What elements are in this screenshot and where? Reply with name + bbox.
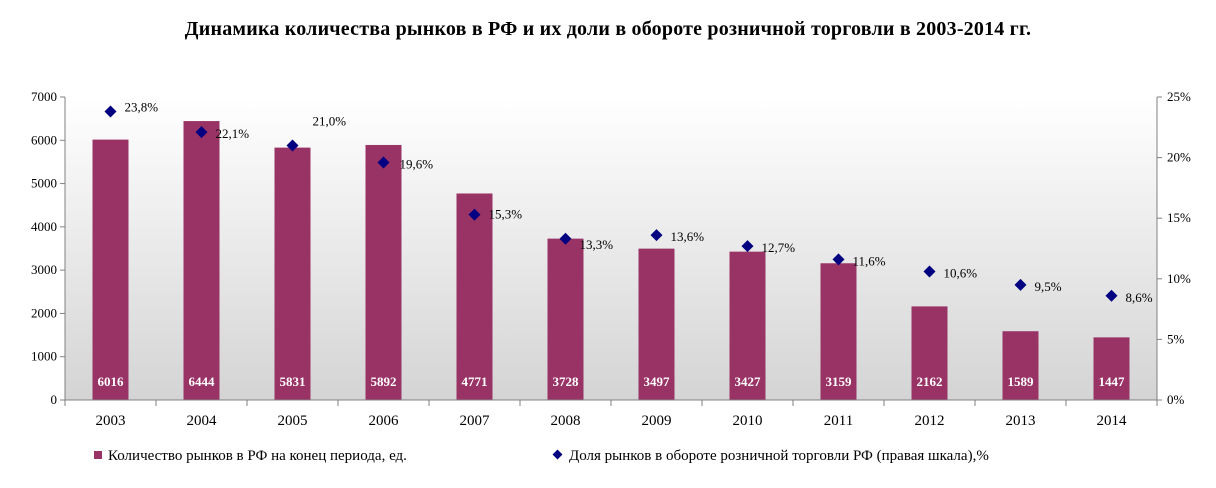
point-value-label: 11,6% bbox=[853, 253, 886, 268]
bar bbox=[547, 238, 584, 400]
x-tick-label: 2005 bbox=[278, 413, 308, 429]
point-marker bbox=[741, 240, 754, 253]
x-tick-label: 2014 bbox=[1097, 413, 1128, 429]
point-marker bbox=[195, 126, 208, 139]
y-right-tick-label: 10% bbox=[1167, 271, 1191, 286]
point-marker bbox=[832, 253, 845, 266]
legend-diamond-swatch bbox=[552, 449, 563, 460]
legend-bar-label: Количество рынков в РФ на конец периода,… bbox=[108, 448, 407, 464]
chart-title: Динамика количества рынков в РФ и их дол… bbox=[184, 18, 1032, 40]
bar bbox=[92, 139, 129, 400]
legend-bar-swatch bbox=[94, 451, 102, 459]
point-marker bbox=[286, 139, 299, 152]
y-left-tick-label: 7000 bbox=[31, 89, 57, 104]
legend-points-label: Доля рынков в обороте розничной торговли… bbox=[569, 448, 989, 464]
y-left-tick-label: 5000 bbox=[31, 176, 57, 191]
y-right-tick-label: 20% bbox=[1167, 150, 1191, 165]
bar bbox=[1002, 331, 1039, 400]
point-value-label: 8,6% bbox=[1126, 290, 1153, 305]
x-tick-label: 2006 bbox=[369, 413, 400, 429]
legend-item-points: Доля рынков в обороте розничной торговли… bbox=[552, 448, 989, 465]
point-value-label: 13,3% bbox=[580, 237, 614, 252]
bar bbox=[1093, 337, 1130, 400]
bar bbox=[820, 263, 857, 400]
y-left-tick-label: 2000 bbox=[31, 305, 57, 320]
bar bbox=[911, 306, 948, 400]
y-right-tick-label: 15% bbox=[1167, 210, 1191, 225]
bar-value-label: 3427 bbox=[735, 374, 762, 389]
x-tick-label: 2003 bbox=[96, 413, 126, 429]
x-tick-label: 2012 bbox=[915, 413, 945, 429]
point-value-label: 19,6% bbox=[400, 156, 434, 171]
point-value-label: 12,7% bbox=[762, 240, 796, 255]
x-tick-label: 2008 bbox=[551, 413, 581, 429]
y-left-tick-label: 6000 bbox=[31, 132, 57, 147]
bar-value-label: 5892 bbox=[371, 374, 397, 389]
bar bbox=[456, 193, 493, 400]
point-marker bbox=[650, 229, 663, 242]
point-marker bbox=[1105, 289, 1118, 302]
bar-value-label: 6444 bbox=[189, 374, 216, 389]
y-right-tick-label: 0% bbox=[1167, 392, 1185, 407]
point-marker bbox=[559, 232, 572, 245]
point-value-label: 22,1% bbox=[216, 126, 250, 141]
point-value-label: 13,6% bbox=[671, 229, 705, 244]
plot-background bbox=[65, 97, 1157, 400]
bar-value-label: 3497 bbox=[644, 374, 671, 389]
x-tick-label: 2007 bbox=[460, 413, 491, 429]
point-value-label: 10,6% bbox=[944, 266, 978, 281]
bar bbox=[365, 144, 402, 400]
x-tick-label: 2009 bbox=[642, 413, 672, 429]
bar-value-label: 6016 bbox=[98, 374, 125, 389]
bar-value-label: 2162 bbox=[917, 374, 943, 389]
y-left-tick-label: 4000 bbox=[31, 219, 57, 234]
point-marker bbox=[1014, 278, 1027, 291]
point-value-label: 21,0% bbox=[313, 113, 347, 128]
x-tick-label: 2011 bbox=[824, 413, 853, 429]
bar bbox=[183, 121, 220, 400]
bar bbox=[274, 147, 311, 400]
bar bbox=[638, 248, 675, 400]
bar bbox=[729, 251, 766, 400]
bar-value-label: 3728 bbox=[553, 374, 580, 389]
y-right-tick-label: 5% bbox=[1167, 331, 1185, 346]
x-tick-label: 2013 bbox=[1006, 413, 1036, 429]
point-value-label: 15,3% bbox=[489, 207, 523, 222]
x-tick-label: 2004 bbox=[187, 413, 218, 429]
point-marker bbox=[468, 208, 481, 221]
point-value-label: 9,5% bbox=[1035, 279, 1062, 294]
y-right-tick-label: 25% bbox=[1167, 89, 1191, 104]
y-left-tick-label: 1000 bbox=[31, 349, 57, 364]
bar-value-label: 1589 bbox=[1008, 374, 1035, 389]
point-marker bbox=[923, 265, 936, 278]
x-tick-label: 2010 bbox=[733, 413, 763, 429]
point-marker bbox=[104, 105, 117, 118]
bar-value-label: 1447 bbox=[1099, 374, 1126, 389]
y-left-tick-label: 0 bbox=[51, 392, 58, 407]
point-value-label: 23,8% bbox=[125, 100, 159, 115]
point-marker bbox=[377, 156, 390, 169]
bar-value-label: 4771 bbox=[462, 374, 488, 389]
bar-value-label: 3159 bbox=[826, 374, 853, 389]
bar-value-label: 5831 bbox=[280, 374, 306, 389]
legend-item-bars: Количество рынков в РФ на конец периода,… bbox=[94, 448, 407, 465]
y-left-tick-label: 3000 bbox=[31, 262, 57, 277]
